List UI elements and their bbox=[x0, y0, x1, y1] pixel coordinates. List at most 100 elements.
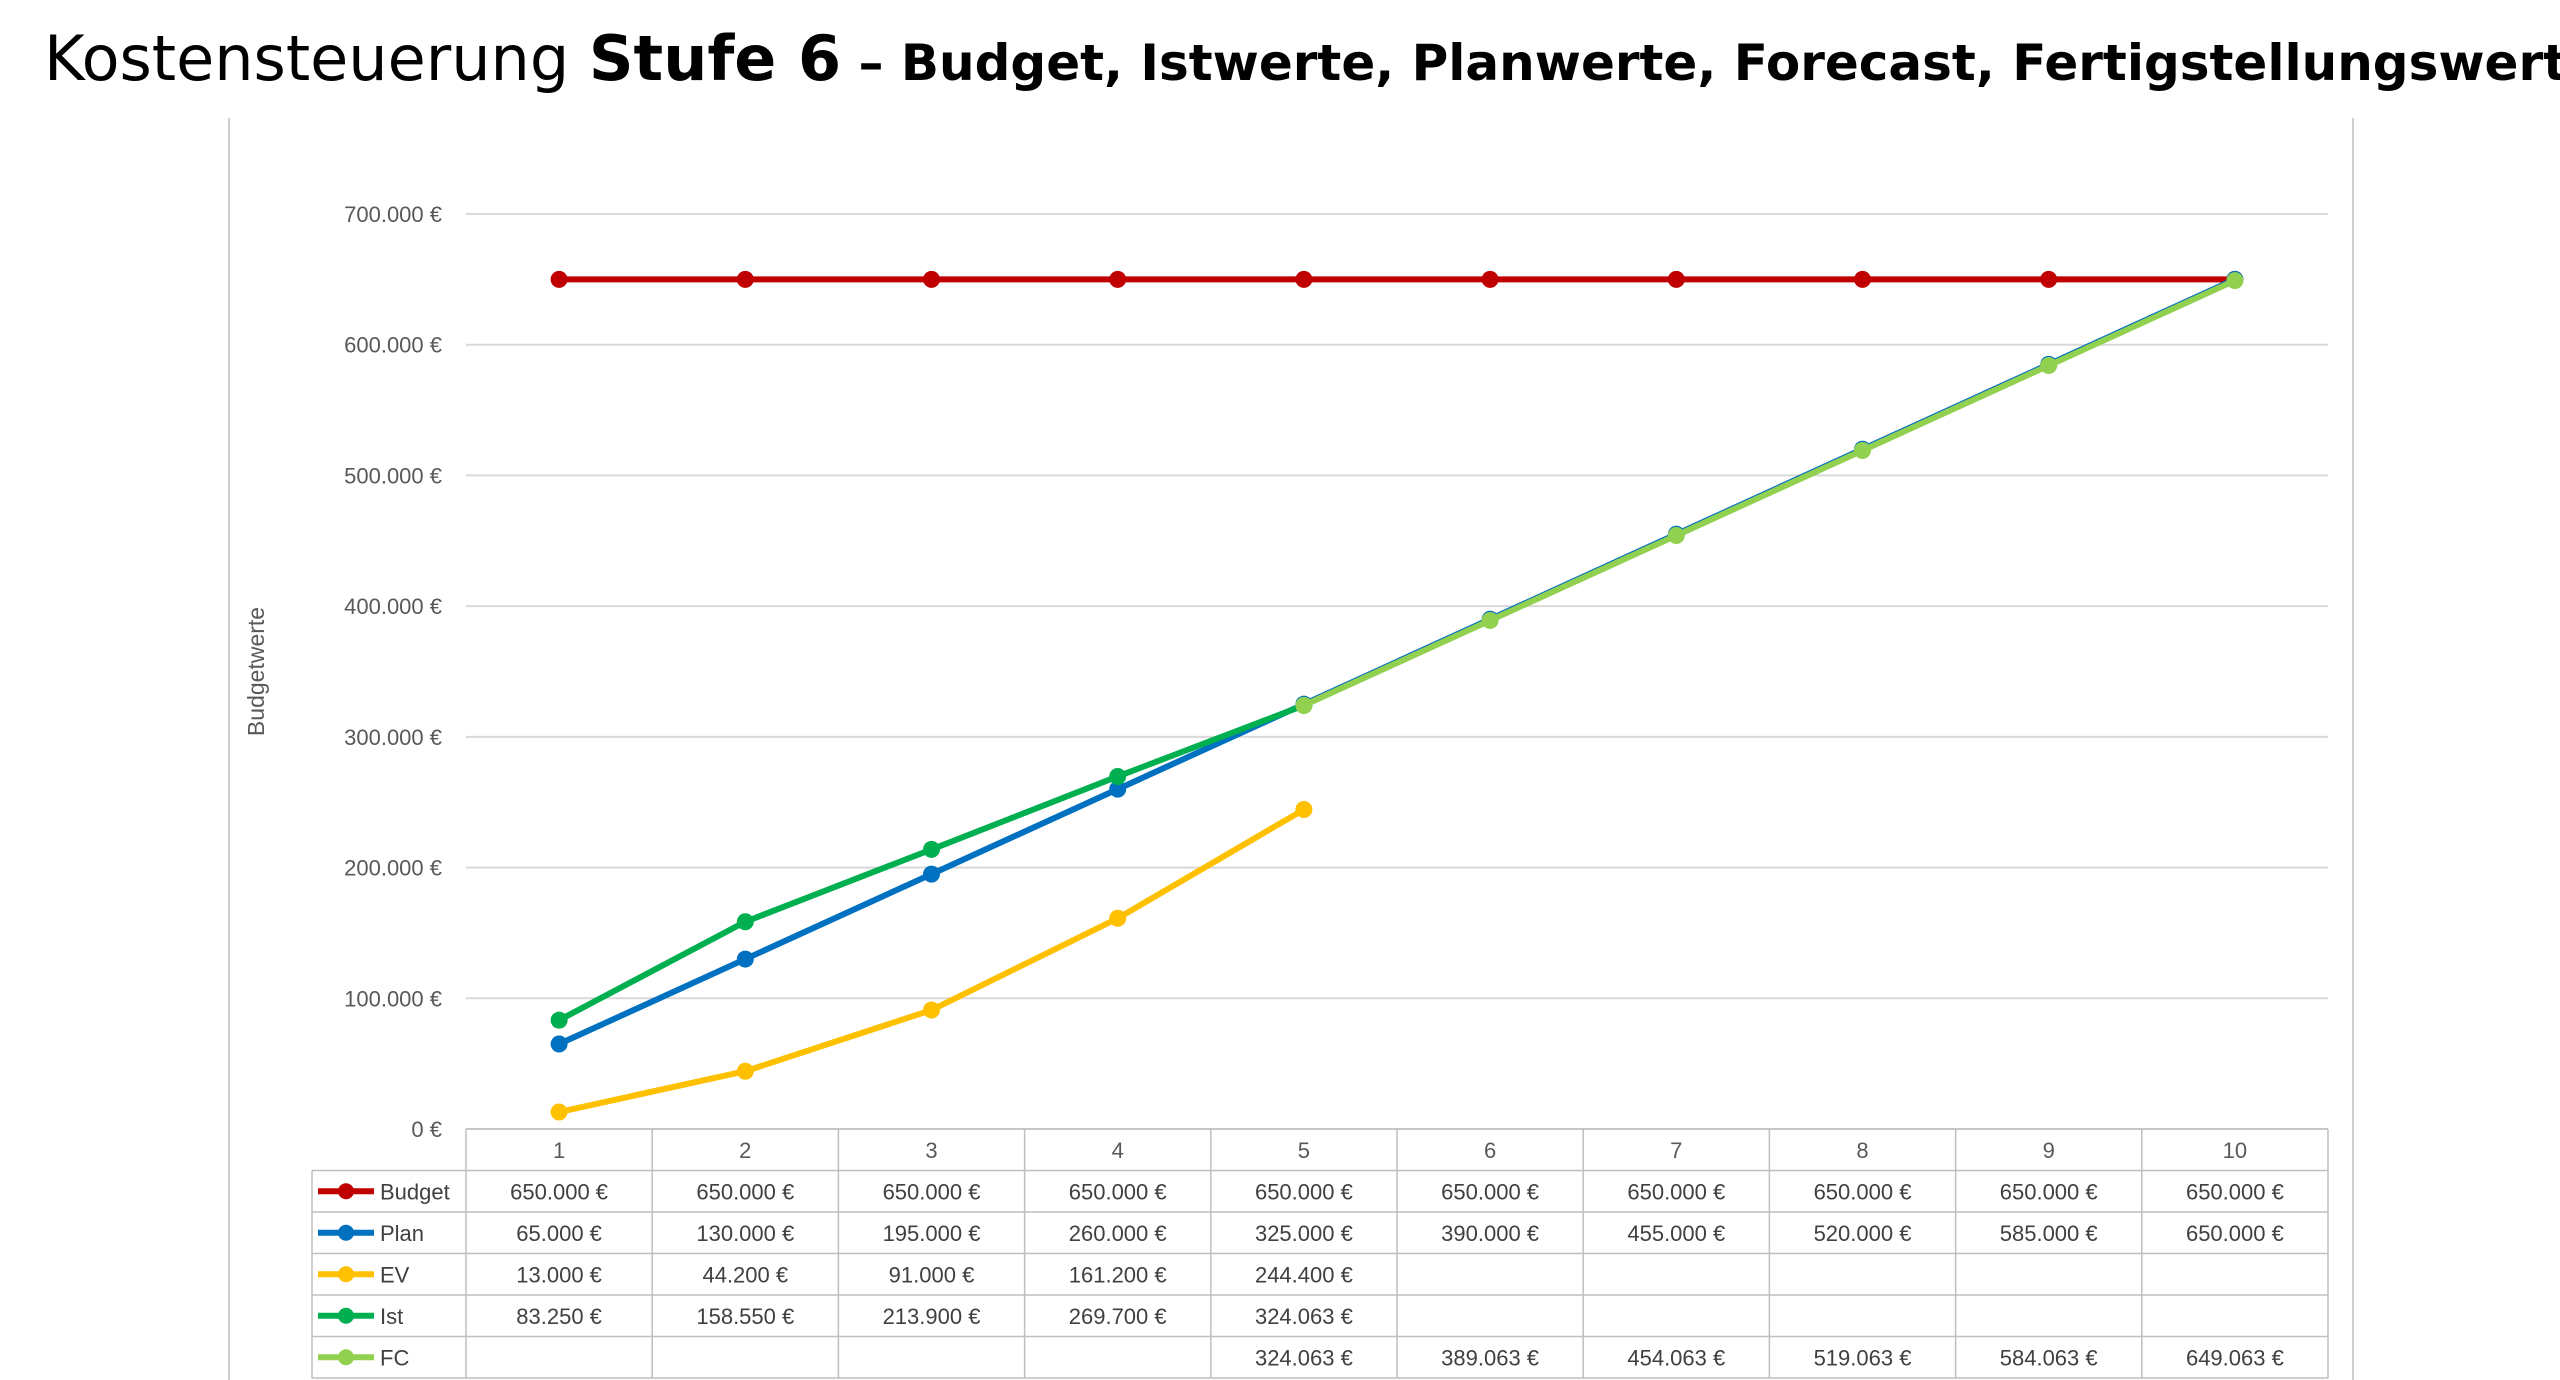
y-tick-label: 200.000 € bbox=[344, 856, 442, 881]
legend-series-name: Plan bbox=[380, 1221, 424, 1246]
table-cell-value: 650.000 € bbox=[1255, 1179, 1353, 1204]
data-point-fc bbox=[2226, 272, 2244, 290]
table-cell-value: 324.063 € bbox=[1255, 1345, 1353, 1370]
x-category-label: 6 bbox=[1484, 1138, 1496, 1163]
table-cell-value: 455.000 € bbox=[1627, 1221, 1725, 1246]
legend-key-marker bbox=[338, 1307, 354, 1324]
data-point-plan bbox=[1109, 780, 1127, 798]
table-cell-value: 650.000 € bbox=[1627, 1179, 1725, 1204]
data-point-budget bbox=[736, 270, 754, 288]
table-cell-value: 650.000 € bbox=[1069, 1179, 1167, 1204]
legend-key-marker bbox=[338, 1349, 354, 1366]
data-point-budget bbox=[923, 270, 940, 288]
table-cell-value: 269.700 € bbox=[1069, 1304, 1167, 1329]
y-tick-label: 100.000 € bbox=[344, 986, 442, 1011]
legend-key-marker bbox=[338, 1224, 354, 1241]
page-title: Kostensteuerung Stufe 6 – Budget, Istwer… bbox=[44, 22, 2560, 95]
chart-frame: 0 € 100.000 € 200.000 € 300.000 € 400.000 € 5… bbox=[228, 118, 2354, 1380]
table-cell-value: 83.250 € bbox=[516, 1304, 602, 1329]
data-point-fc bbox=[1667, 526, 1685, 544]
x-category-label: 5 bbox=[1298, 1138, 1310, 1163]
table-cell-value: 454.063 € bbox=[1627, 1345, 1725, 1370]
data-point-fc bbox=[1481, 611, 1499, 629]
data-point-budget bbox=[2040, 270, 2058, 288]
table-cell-value: 650.000 € bbox=[1814, 1179, 1912, 1204]
legend-key-marker bbox=[338, 1183, 354, 1200]
x-category-label: 2 bbox=[739, 1138, 751, 1163]
table-cell-value: 390.000 € bbox=[1441, 1221, 1539, 1246]
y-axis-title: Budgetwerte bbox=[243, 607, 269, 736]
y-tick-label: 600.000 € bbox=[344, 333, 442, 358]
x-category-label: 8 bbox=[1856, 1138, 1868, 1163]
x-category-label: 10 bbox=[2223, 1138, 2247, 1163]
legend-series-name: FC bbox=[380, 1345, 409, 1370]
data-point-ist bbox=[1109, 767, 1127, 785]
table-cell-value: 650.000 € bbox=[2000, 1179, 2098, 1204]
x-category-label: 1 bbox=[553, 1138, 565, 1163]
data-point-budget bbox=[1667, 270, 1685, 288]
table-cell-value: 65.000 € bbox=[516, 1221, 602, 1246]
table-cell-value: 650.000 € bbox=[1441, 1179, 1539, 1204]
data-point-fc bbox=[1295, 696, 1313, 714]
table-cell-value: 325.000 € bbox=[1255, 1221, 1353, 1246]
table-cell-value: 650.000 € bbox=[2186, 1221, 2284, 1246]
data-point-budget bbox=[1481, 270, 1499, 288]
table-cell-value: 520.000 € bbox=[1814, 1221, 1912, 1246]
table-cell-value: 195.000 € bbox=[883, 1221, 981, 1246]
data-point-ist bbox=[923, 840, 940, 858]
data-point-ev bbox=[1295, 801, 1313, 819]
table-cell-value: 161.200 € bbox=[1069, 1262, 1167, 1287]
legend-series-name: EV bbox=[380, 1262, 410, 1287]
title-part-1: Kostensteuerung bbox=[44, 22, 589, 95]
title-part-3: – Budget, Istwerte, Planwerte, Forecast,… bbox=[841, 34, 2560, 92]
data-point-budget bbox=[1109, 270, 1127, 288]
table-cell-value: 44.200 € bbox=[702, 1262, 788, 1287]
data-point-ist bbox=[736, 913, 754, 931]
table-cell-value: 324.063 € bbox=[1255, 1304, 1353, 1329]
table-cell-value: 158.550 € bbox=[696, 1304, 794, 1329]
data-point-fc bbox=[1854, 442, 1871, 460]
table-cell-value: 389.063 € bbox=[1441, 1345, 1539, 1370]
data-point-fc bbox=[2040, 357, 2058, 375]
table-cell-value: 244.400 € bbox=[1255, 1262, 1353, 1287]
table-cell-value: 650.000 € bbox=[883, 1179, 981, 1204]
y-tick-label: 400.000 € bbox=[344, 594, 442, 619]
x-category-label: 3 bbox=[925, 1138, 937, 1163]
table-cell-value: 584.063 € bbox=[2000, 1345, 2098, 1370]
table-cell-value: 585.000 € bbox=[2000, 1221, 2098, 1246]
title-part-2: Stufe 6 bbox=[588, 22, 842, 95]
data-point-plan bbox=[550, 1035, 568, 1053]
legend-series-name: Ist bbox=[380, 1304, 403, 1329]
table-cell-value: 213.900 € bbox=[883, 1304, 981, 1329]
data-point-ev bbox=[923, 1001, 940, 1019]
x-category-label: 9 bbox=[2043, 1138, 2055, 1163]
table-cell-value: 130.000 € bbox=[696, 1221, 794, 1246]
data-point-plan bbox=[923, 865, 940, 883]
table-cell-value: 91.000 € bbox=[889, 1262, 975, 1287]
data-point-ev bbox=[1109, 909, 1127, 927]
table-cell-value: 260.000 € bbox=[1069, 1221, 1167, 1246]
y-tick-label: 0 € bbox=[411, 1117, 442, 1142]
x-category-label: 4 bbox=[1112, 1138, 1124, 1163]
data-point-ev bbox=[550, 1103, 568, 1121]
data-point-ev bbox=[736, 1062, 754, 1080]
line-chart: 0 € 100.000 € 200.000 € 300.000 € 400.000 € 5… bbox=[243, 202, 2329, 1379]
table-cell-value: 650.000 € bbox=[696, 1179, 794, 1204]
table-cell-value: 650.000 € bbox=[510, 1179, 608, 1204]
y-tick-label: 300.000 € bbox=[344, 725, 442, 750]
data-point-plan bbox=[736, 950, 754, 968]
legend-key-marker bbox=[338, 1266, 354, 1283]
data-point-ist bbox=[550, 1011, 568, 1029]
y-tick-label: 500.000 € bbox=[344, 463, 442, 488]
table-cell-value: 519.063 € bbox=[1814, 1345, 1912, 1370]
series-line-fc bbox=[1300, 277, 2238, 709]
data-point-budget bbox=[1854, 270, 1871, 288]
x-category-label: 7 bbox=[1670, 1138, 1682, 1163]
data-point-budget bbox=[1295, 270, 1313, 288]
data-point-budget bbox=[550, 270, 568, 288]
table-cell-value: 649.063 € bbox=[2186, 1345, 2284, 1370]
table-cell-value: 650.000 € bbox=[2186, 1179, 2284, 1204]
table-cell-value: 13.000 € bbox=[516, 1262, 602, 1287]
y-tick-label: 700.000 € bbox=[344, 202, 442, 227]
legend-series-name: Budget bbox=[380, 1179, 450, 1204]
